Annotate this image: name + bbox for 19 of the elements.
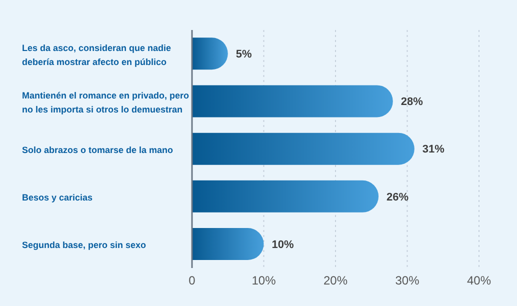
x-tick-label: 40%	[466, 274, 492, 288]
data-label: 31%	[422, 144, 445, 156]
x-tick-label: 30%	[395, 274, 420, 288]
bar	[192, 228, 264, 260]
data-label: 28%	[400, 96, 424, 108]
y-tick-label: Solo abrazos o tomarse de la mano	[22, 145, 174, 155]
y-tick-label: Segunda base, pero sin sexo	[22, 240, 147, 250]
x-tick-label: 10%	[252, 274, 276, 288]
bar	[192, 180, 379, 212]
bar	[192, 85, 393, 118]
data-label: 26%	[386, 191, 409, 204]
data-label: 10%	[272, 238, 294, 251]
data-label: 5%	[236, 48, 252, 61]
x-tick-label: 0	[188, 274, 196, 288]
y-tick-label: Les da asco, consideran que nadie debería mostrar afecto en público	[22, 42, 172, 67]
y-tick-label: Mantienén el romance en privado, pero no les importa si otros lo demuestran	[22, 90, 190, 114]
x-tick-label: 20%	[323, 274, 348, 288]
bar	[192, 132, 414, 165]
y-tick-label: Besos y caricias	[22, 192, 93, 203]
